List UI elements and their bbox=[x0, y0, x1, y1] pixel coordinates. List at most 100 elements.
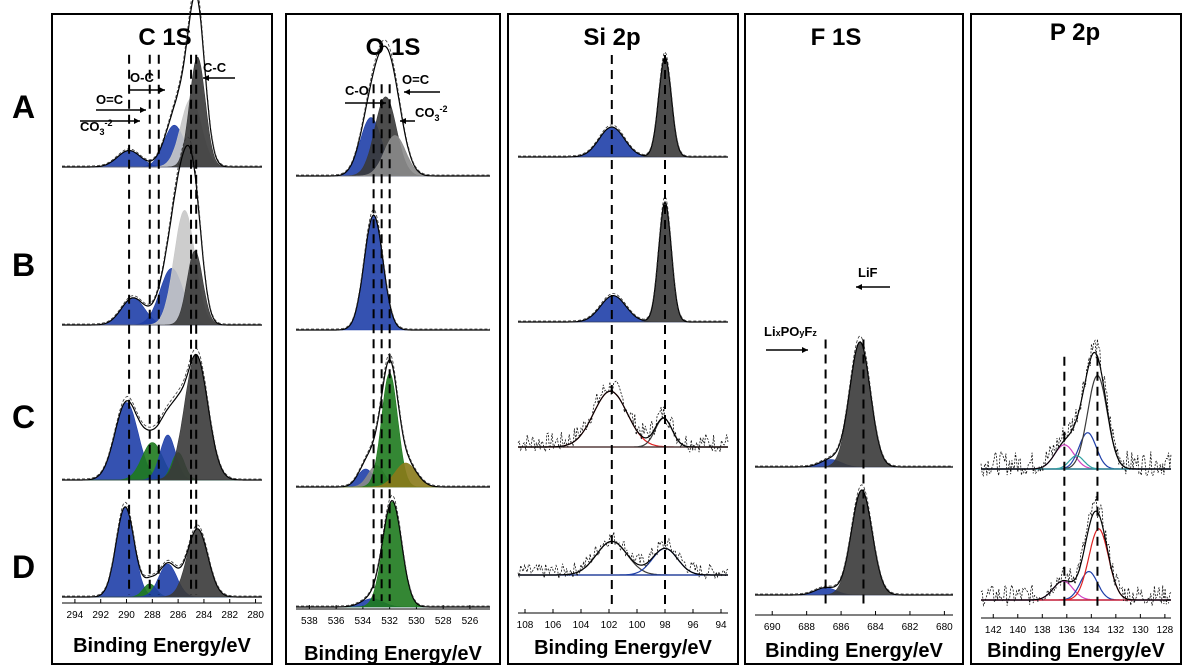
x-tick-label: 294 bbox=[67, 610, 84, 621]
fit-envelope bbox=[62, 506, 262, 598]
panel-title: Si 2p bbox=[583, 24, 640, 51]
x-tick-label: 530 bbox=[408, 616, 425, 627]
fit-envelope bbox=[62, 0, 262, 168]
fit-envelope bbox=[62, 353, 262, 481]
panel-frame bbox=[744, 13, 964, 665]
x-tick-label: 684 bbox=[867, 622, 884, 633]
x-tick-label: 98 bbox=[659, 620, 671, 631]
fit-envelope bbox=[518, 390, 728, 448]
x-tick-label: 288 bbox=[144, 610, 161, 621]
peak-annotation: LiF bbox=[858, 265, 878, 280]
x-tick-label: 686 bbox=[833, 622, 850, 633]
fit-peak bbox=[62, 434, 262, 481]
fit-peak bbox=[518, 295, 728, 323]
x-tick-label: 532 bbox=[381, 616, 398, 627]
raw-data bbox=[517, 380, 729, 453]
fit-envelope bbox=[518, 200, 728, 323]
spectrum-d bbox=[755, 484, 953, 596]
x-axis-label: Binding Energy/eV bbox=[534, 637, 712, 659]
fit-peak bbox=[518, 540, 728, 576]
x-tick-label: 102 bbox=[601, 620, 618, 631]
fit-peak bbox=[296, 501, 490, 608]
fit-peak bbox=[296, 372, 490, 488]
fit-envelope bbox=[296, 214, 490, 331]
peak-annotation: O-C bbox=[130, 70, 154, 85]
fit-peak bbox=[518, 547, 728, 576]
arrow-head bbox=[380, 100, 386, 106]
fit-peak bbox=[981, 528, 1171, 601]
arrow-head bbox=[400, 118, 406, 124]
panel-5: P 2p 142 140 138 136 134 132 130 128 Binding Ener… bbox=[970, 13, 1182, 665]
spectrum-d bbox=[517, 531, 729, 580]
raw-data bbox=[518, 51, 728, 157]
x-tick-label: 136 bbox=[1058, 625, 1075, 636]
spectrum-d bbox=[980, 496, 1172, 607]
spectrum-c bbox=[755, 335, 953, 468]
panel-1: C 1S 294 292 290 288 286 284 282 280 Binding Ener… bbox=[51, 0, 273, 665]
peak-annotation: CO3-2 bbox=[80, 118, 113, 137]
panel-title: O 1S bbox=[366, 34, 421, 61]
x-axis-label: Binding Energy/eV bbox=[304, 643, 482, 665]
x-tick-label: 104 bbox=[573, 620, 590, 631]
peak-annotation: O=C bbox=[402, 72, 430, 87]
x-tick-label: 142 bbox=[985, 625, 1002, 636]
arrow-head bbox=[140, 107, 146, 113]
fit-envelope bbox=[518, 55, 728, 158]
raw-data bbox=[296, 353, 490, 487]
x-tick-label: 538 bbox=[301, 616, 318, 627]
spectrum-a bbox=[62, 0, 262, 168]
x-tick-label: 690 bbox=[764, 622, 781, 633]
panel-frame bbox=[51, 13, 273, 665]
x-tick-label: 100 bbox=[629, 620, 646, 631]
arrow-head bbox=[802, 347, 808, 353]
x-tick-label: 290 bbox=[118, 610, 135, 621]
x-tick-label: 128 bbox=[1157, 625, 1174, 636]
fit-peak bbox=[296, 135, 490, 177]
row-label-a: A bbox=[12, 89, 35, 125]
x-tick-label: 138 bbox=[1034, 625, 1051, 636]
panel-title: P 2p bbox=[1050, 19, 1100, 46]
spectrum-a bbox=[296, 39, 490, 177]
x-tick-label: 286 bbox=[170, 610, 187, 621]
x-tick-label: 688 bbox=[798, 622, 815, 633]
raw-data bbox=[755, 484, 953, 595]
spectrum-d bbox=[62, 501, 262, 598]
raw-data bbox=[296, 494, 490, 607]
arrow-head bbox=[159, 87, 165, 93]
x-tick-label: 132 bbox=[1107, 625, 1124, 636]
raw-data bbox=[62, 136, 262, 325]
peak-annotation: C-C bbox=[203, 60, 227, 75]
arrow-head bbox=[856, 284, 862, 290]
row-label-d: D bbox=[12, 549, 35, 585]
raw-data bbox=[62, 501, 262, 597]
x-axis-label: Binding Energy/eV bbox=[987, 640, 1165, 662]
raw-data bbox=[62, 347, 262, 480]
x-tick-label: 106 bbox=[545, 620, 562, 631]
peak-annotation: O=C bbox=[96, 92, 124, 107]
x-tick-label: 284 bbox=[196, 610, 213, 621]
fit-envelope bbox=[981, 510, 1171, 601]
peak-annotation: LixPOyFz bbox=[764, 324, 817, 339]
x-tick-label: 292 bbox=[92, 610, 109, 621]
x-tick-label: 130 bbox=[1132, 625, 1149, 636]
raw-data bbox=[517, 531, 729, 580]
spectrum-c bbox=[517, 380, 729, 453]
panel-frame bbox=[507, 13, 739, 665]
spectrum-c bbox=[62, 347, 262, 481]
x-tick-label: 526 bbox=[462, 616, 479, 627]
spectrum-c bbox=[296, 353, 490, 488]
fit-envelope bbox=[296, 358, 490, 488]
x-tick-label: 534 bbox=[355, 616, 372, 627]
panel-2: O 1S 538 536 534 532 530 528 526 Binding Energy/… bbox=[285, 13, 501, 665]
panels: C 1S 294 292 290 288 286 284 282 280 Binding Ener… bbox=[51, 0, 1182, 665]
fit-envelope bbox=[62, 144, 262, 326]
arrow-head bbox=[203, 75, 209, 81]
fit-peak bbox=[62, 563, 262, 598]
panel-title: C 1S bbox=[138, 24, 191, 51]
panel-frame bbox=[285, 13, 501, 665]
x-tick-label: 682 bbox=[902, 622, 919, 633]
fit-peak bbox=[755, 489, 953, 596]
row-labels: A B C D bbox=[12, 89, 35, 585]
fit-envelope bbox=[755, 341, 953, 468]
peak-annotation: C-O bbox=[345, 83, 369, 98]
